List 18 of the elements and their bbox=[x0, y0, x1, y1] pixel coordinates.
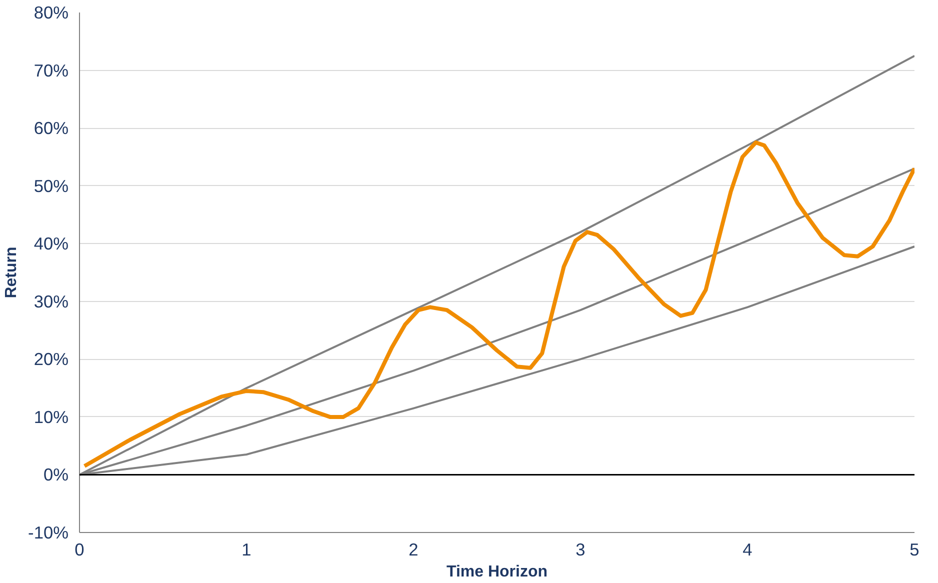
y-tick-label: 70% bbox=[34, 60, 69, 80]
x-tick-label: 4 bbox=[742, 540, 753, 560]
y-tick-label: 10% bbox=[34, 406, 69, 427]
y-tick-label: 50% bbox=[34, 176, 69, 196]
y-tick-label: -10% bbox=[28, 522, 68, 542]
x-axis-title: Time Horizon bbox=[446, 564, 548, 580]
y-tick-label: 30% bbox=[34, 291, 69, 312]
y-tick-label: 0% bbox=[43, 464, 68, 485]
x-tick-label: 3 bbox=[576, 540, 586, 560]
y-tick-label: 20% bbox=[34, 349, 69, 370]
y-axis-title: Return bbox=[3, 246, 20, 298]
y-tick-label: 60% bbox=[34, 118, 69, 138]
x-tick-label: 0 bbox=[74, 540, 84, 560]
x-tick-label: 2 bbox=[408, 540, 418, 560]
y-tick-label: 40% bbox=[34, 234, 69, 254]
x-tick-label: 5 bbox=[910, 540, 920, 560]
x-tick-label: 1 bbox=[242, 540, 252, 560]
y-tick-label: 80% bbox=[34, 2, 69, 22]
